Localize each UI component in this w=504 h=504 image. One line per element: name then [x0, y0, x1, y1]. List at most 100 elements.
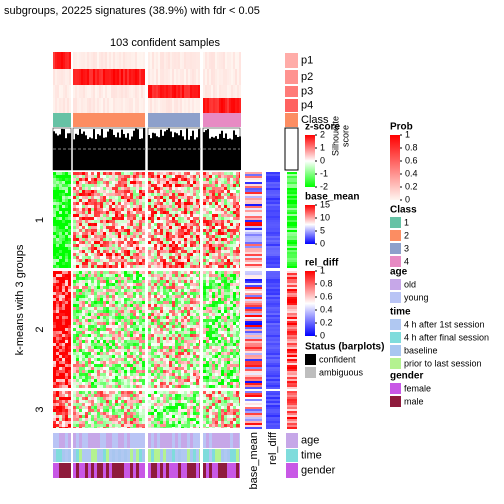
heat-cell	[127, 181, 130, 184]
heat-cell	[94, 376, 97, 379]
heat-cell	[106, 319, 109, 322]
heat-cell	[239, 277, 240, 280]
class-cell	[115, 113, 117, 127]
heat-cell	[206, 193, 209, 196]
heat-cell	[115, 349, 118, 352]
heat-cell	[221, 349, 224, 352]
heat-cell	[124, 307, 127, 310]
silhouette-bar	[129, 139, 131, 170]
heat-cell	[91, 280, 94, 283]
heat-cell	[215, 196, 218, 199]
prob-cell	[75, 85, 77, 98]
heat-cell	[203, 229, 206, 232]
heat-cell	[65, 313, 68, 316]
heat-cell	[209, 346, 212, 349]
heat-cell	[100, 352, 103, 355]
heat-cell	[172, 232, 175, 235]
heat-cell	[212, 349, 215, 352]
heat-cell	[233, 211, 236, 214]
heat-cell	[172, 286, 175, 289]
heat-cell	[181, 328, 184, 331]
prob-cell	[133, 52, 135, 69]
heat-cell	[148, 355, 151, 358]
heat-cell	[139, 364, 142, 367]
heat-cell	[227, 322, 230, 325]
heat-cell	[53, 235, 56, 238]
heat-cell	[53, 301, 56, 304]
prob-cell	[178, 98, 180, 113]
heat-cell	[142, 205, 145, 208]
heat-cell	[230, 181, 233, 184]
prob-cell	[182, 52, 184, 69]
heat-cell	[212, 295, 215, 298]
heat-cell	[112, 241, 115, 244]
heat-cell	[62, 226, 65, 229]
prob-cell	[198, 69, 200, 85]
heat-cell	[121, 316, 124, 319]
heat-cell	[53, 193, 56, 196]
heat-cell	[172, 319, 175, 322]
heat-cell	[133, 343, 136, 346]
heat-cell	[166, 379, 169, 382]
heat-cell	[130, 337, 133, 340]
heat-cell	[53, 325, 56, 328]
heat-cell	[130, 181, 133, 184]
heat-cell	[97, 247, 100, 250]
heat-cell	[206, 211, 209, 214]
base-mean-cell	[245, 190, 262, 192]
heat-cell	[163, 286, 166, 289]
heat-cell	[224, 289, 227, 292]
heat-cell	[154, 289, 157, 292]
heat-cell	[233, 220, 236, 223]
heat-cell	[187, 286, 190, 289]
heat-cell	[94, 328, 97, 331]
heat-cell	[103, 232, 106, 235]
heat-cell	[187, 256, 190, 259]
heat-cell	[124, 238, 127, 241]
heat-cell	[175, 262, 178, 265]
heat-cell	[121, 187, 124, 190]
heat-cell	[206, 316, 209, 319]
heat-cell	[184, 307, 187, 310]
prob-cell	[67, 52, 69, 69]
heat-cell	[97, 373, 100, 376]
heat-cell	[181, 202, 184, 205]
silhouette-bar	[137, 129, 139, 170]
heat-cell	[239, 214, 240, 217]
heat-cell	[118, 289, 121, 292]
heat-cell	[59, 208, 62, 211]
heat-cell	[112, 172, 115, 175]
heat-cell	[53, 271, 56, 274]
heat-cell	[56, 274, 59, 277]
heat-cell	[76, 331, 79, 334]
heat-cell	[112, 295, 115, 298]
heat-cell	[112, 205, 115, 208]
heat-cell	[118, 271, 121, 274]
heat-cell	[203, 364, 206, 367]
heat-cell	[148, 331, 151, 334]
silhouette-bar	[154, 133, 156, 170]
class-cell	[59, 113, 61, 127]
heat-cell	[190, 202, 193, 205]
heat-cell	[221, 184, 224, 187]
heat-cell	[53, 220, 56, 223]
heat-cell	[121, 232, 124, 235]
heat-cell	[73, 244, 76, 247]
prob-cell	[154, 52, 156, 69]
heat-cell	[142, 328, 145, 331]
heat-cell	[212, 217, 215, 220]
silhouette-bar	[127, 133, 129, 170]
heat-cell	[187, 352, 190, 355]
heat-cell	[56, 304, 59, 307]
heat-cell	[184, 184, 187, 187]
heat-cell	[236, 328, 239, 331]
heat-cell	[127, 235, 130, 238]
heat-cell	[100, 241, 103, 244]
heat-cell	[239, 190, 240, 193]
heat-cell	[184, 301, 187, 304]
heat-cell	[106, 322, 109, 325]
heat-cell	[136, 283, 139, 286]
heat-cell	[118, 301, 121, 304]
heat-cell	[209, 277, 212, 280]
heat-cell	[157, 202, 160, 205]
